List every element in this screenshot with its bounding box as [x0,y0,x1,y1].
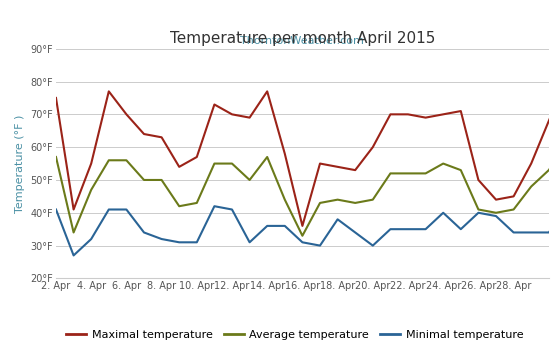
Minimal temperature [141,230,147,235]
Average temperature [176,204,183,208]
Average temperature [387,171,394,175]
Maximal temperature [510,194,517,198]
Average temperature [158,178,165,182]
Average temperature [88,188,95,192]
Minimal temperature [528,230,535,235]
Minimal temperature [370,244,376,248]
Maximal temperature [405,112,412,117]
Maximal temperature [176,165,183,169]
Maximal temperature [370,145,376,149]
Minimal temperature [246,240,253,244]
Average temperature [211,161,218,166]
Average temperature [475,207,482,212]
Maximal temperature [282,152,288,156]
Maximal temperature [246,116,253,120]
Maximal temperature [352,168,358,172]
Minimal temperature [545,230,552,235]
Minimal temperature [158,237,165,241]
Minimal temperature [299,240,306,244]
Maximal temperature [475,178,482,182]
Average temperature [334,198,341,202]
Text: ThorntonWeather.com: ThorntonWeather.com [240,37,365,46]
Maximal temperature [422,116,429,120]
Maximal temperature [545,119,552,123]
Minimal temperature [105,207,112,212]
Maximal temperature [158,135,165,140]
Minimal temperature [228,207,235,212]
Average temperature [246,178,253,182]
Title: Temperature per month April 2015: Temperature per month April 2015 [170,31,435,46]
Minimal temperature [70,253,77,258]
Maximal temperature [458,109,464,113]
Maximal temperature [387,112,394,117]
Minimal temperature [458,227,464,231]
Average temperature [405,171,412,175]
Average temperature [458,168,464,172]
Maximal temperature [440,112,446,117]
Minimal temperature [510,230,517,235]
Average temperature [493,211,500,215]
Average temperature [352,201,358,205]
Average temperature [141,178,147,182]
Maximal temperature [193,155,200,159]
Maximal temperature [334,165,341,169]
Average temperature [105,158,112,163]
Line: Average temperature: Average temperature [56,144,560,236]
Y-axis label: Temperature (°F ): Temperature (°F ) [15,114,25,213]
Minimal temperature [387,227,394,231]
Average temperature [528,184,535,189]
Average temperature [70,230,77,235]
Average temperature [370,198,376,202]
Average temperature [510,207,517,212]
Minimal temperature [88,237,95,241]
Maximal temperature [211,102,218,106]
Minimal temperature [264,224,270,228]
Average temperature [228,161,235,166]
Minimal temperature [193,240,200,244]
Minimal temperature [176,240,183,244]
Maximal temperature [70,207,77,212]
Maximal temperature [228,112,235,117]
Minimal temperature [53,207,59,212]
Legend: Maximal temperature, Average temperature, Minimal temperature: Maximal temperature, Average temperature… [62,325,528,344]
Line: Maximal temperature: Maximal temperature [56,78,560,226]
Maximal temperature [105,89,112,94]
Minimal temperature [493,214,500,218]
Average temperature [545,168,552,172]
Maximal temperature [493,198,500,202]
Maximal temperature [299,224,306,228]
Minimal temperature [282,224,288,228]
Maximal temperature [264,89,270,94]
Average temperature [282,198,288,202]
Minimal temperature [334,217,341,221]
Maximal temperature [53,96,59,100]
Average temperature [422,171,429,175]
Line: Minimal temperature: Minimal temperature [56,206,560,255]
Average temperature [53,155,59,159]
Minimal temperature [211,204,218,208]
Maximal temperature [141,132,147,136]
Maximal temperature [123,112,130,117]
Minimal temperature [405,227,412,231]
Minimal temperature [352,230,358,235]
Average temperature [123,158,130,163]
Average temperature [264,155,270,159]
Maximal temperature [528,161,535,166]
Minimal temperature [440,211,446,215]
Average temperature [316,201,323,205]
Minimal temperature [475,211,482,215]
Average temperature [440,161,446,166]
Minimal temperature [422,227,429,231]
Minimal temperature [316,244,323,248]
Average temperature [299,234,306,238]
Average temperature [193,201,200,205]
Maximal temperature [88,161,95,166]
Maximal temperature [316,161,323,166]
Minimal temperature [123,207,130,212]
